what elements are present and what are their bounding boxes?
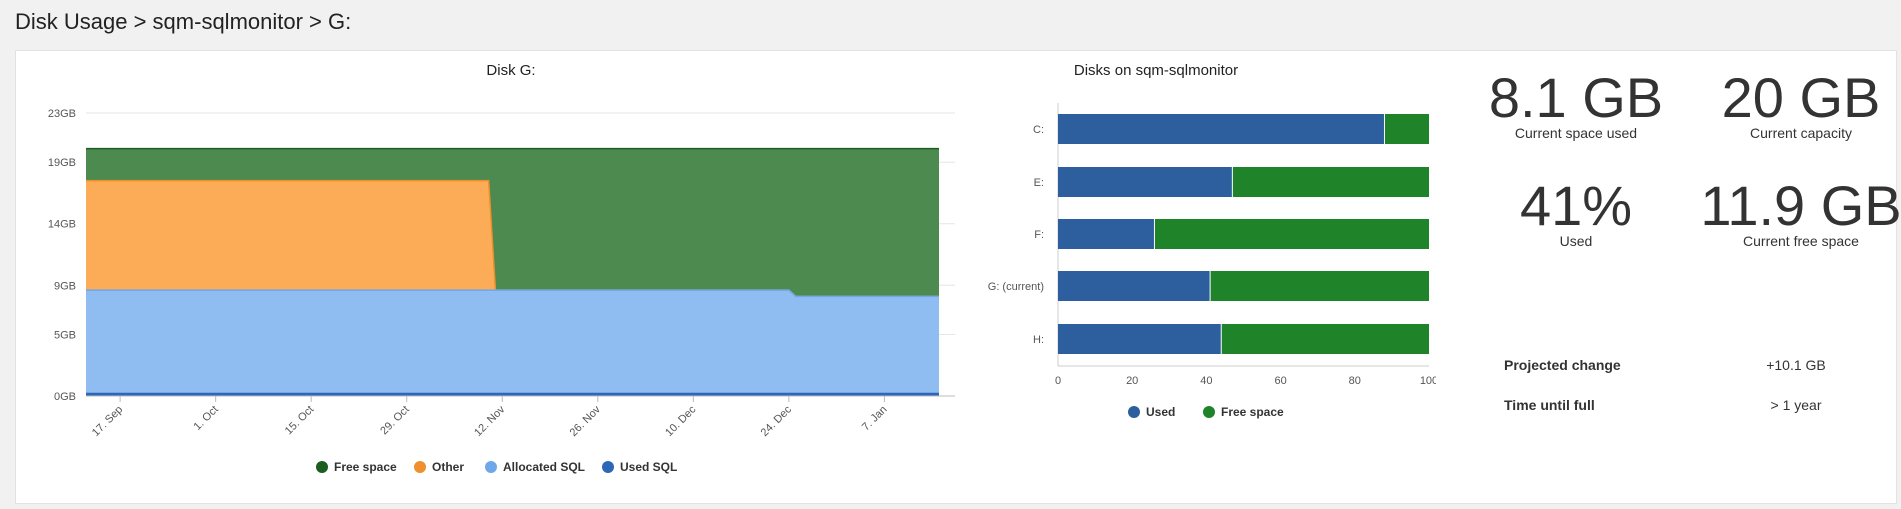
x-tick-label: 0	[1055, 375, 1061, 387]
stat-label: Current capacity	[1750, 125, 1852, 141]
area-chart-title: Disk G:	[486, 62, 536, 79]
bar-free-space	[1384, 114, 1429, 144]
x-tick-label: 24. Dec	[759, 403, 795, 439]
x-tick-label: 40	[1200, 375, 1212, 387]
bar-used	[1058, 219, 1155, 249]
legend-marker	[602, 461, 614, 473]
x-tick-label: 80	[1349, 375, 1361, 387]
y-tick-label: 5GB	[54, 329, 76, 341]
category-label: G: (current)	[988, 281, 1044, 293]
x-tick-label: 1. Oct	[192, 404, 221, 433]
stat-label: Used	[1559, 233, 1593, 249]
bar-chart-title: Disks on sqm-sqlmonitor	[1073, 62, 1239, 79]
x-tick-label: 10. Dec	[663, 403, 699, 439]
bar-used	[1058, 167, 1233, 197]
area-edge	[86, 289, 939, 298]
legend-marker	[1203, 406, 1215, 418]
x-tick-label: 17. Sep	[90, 404, 125, 439]
stat-used-percent: 41% Used	[1456, 174, 1696, 250]
x-tick-label: 100	[1420, 375, 1436, 387]
time-until-full-value: > 1 year	[1770, 397, 1822, 413]
disk-usage-area-chart: 0GB 5GB 9GB 14GB 19GB 23GB 17. Sep 1. Oct 15. Oc…	[48, 108, 955, 474]
bar-used	[1058, 271, 1211, 301]
projected-change-label: Projected change	[1504, 357, 1621, 373]
stat-capacity: 20 GB Current capacity	[1681, 66, 1901, 142]
category-label: F:	[1034, 229, 1044, 241]
x-tick-label: 29. Oct	[378, 404, 412, 438]
legend-marker	[414, 461, 426, 473]
x-tick-label: 7. Jan	[860, 404, 890, 434]
bar-used	[1058, 324, 1222, 354]
stat-value: 11.9 GB	[1700, 174, 1901, 237]
x-tick-label: 60	[1274, 375, 1286, 387]
bar-free-space	[1154, 219, 1429, 249]
stat-label: Current free space	[1743, 233, 1859, 249]
legend-label: Free space	[334, 460, 397, 474]
legend-marker	[1128, 406, 1140, 418]
legend-label: Allocated SQL	[503, 460, 585, 474]
area-free-space	[86, 148, 939, 297]
x-tick-label: 12. Nov	[472, 403, 508, 439]
category-label: E:	[1034, 177, 1044, 189]
disk-panel: Disk G: 0GB 5GB 9GB 14GB 19GB 23GB 17. Sep 1. O…	[15, 50, 1901, 504]
stat-free-space: 11.9 GB Current free space	[1681, 174, 1901, 250]
stat-space-used: 8.1 GB Current space used	[1456, 66, 1696, 142]
bar-used	[1058, 114, 1385, 144]
breadcrumb: Disk Usage > sqm-sqlmonitor > G:	[15, 9, 352, 34]
legend-marker	[485, 461, 497, 473]
x-tick-label: 26. Nov	[568, 403, 604, 439]
y-tick-label: 19GB	[48, 157, 76, 169]
legend-label: Used	[1146, 405, 1175, 419]
area-other	[86, 180, 939, 297]
x-tick-label: 20	[1126, 375, 1138, 387]
legend-marker	[316, 461, 328, 473]
y-tick-label: 9GB	[54, 280, 76, 292]
bar-free-space	[1232, 167, 1429, 197]
legend-label: Used SQL	[620, 460, 677, 474]
bar-free-space	[1221, 324, 1429, 354]
y-tick-label: 14GB	[48, 219, 76, 231]
area-allocated-sql	[86, 290, 939, 394]
stat-value: 20 GB	[1721, 66, 1881, 129]
legend-label: Free space	[1221, 405, 1284, 419]
stat-value: 8.1 GB	[1488, 66, 1664, 129]
time-until-full-label: Time until full	[1504, 397, 1595, 413]
bar-free-space	[1210, 271, 1429, 301]
stat-value: 41%	[1519, 174, 1633, 237]
category-label: C:	[1033, 124, 1044, 136]
y-tick-label: 23GB	[48, 108, 76, 120]
category-label: H:	[1033, 334, 1044, 346]
legend-label: Other	[432, 460, 464, 474]
stat-label: Current space used	[1514, 125, 1638, 141]
disks-bar-chart: C: E: F: G: (current) H: 0 20 40 60 80 100 Used Free…	[988, 103, 1436, 419]
x-tick-label: 15. Oct	[283, 404, 317, 438]
projected-change-value: +10.1 GB	[1766, 357, 1826, 373]
y-tick-label: 0GB	[54, 391, 76, 403]
